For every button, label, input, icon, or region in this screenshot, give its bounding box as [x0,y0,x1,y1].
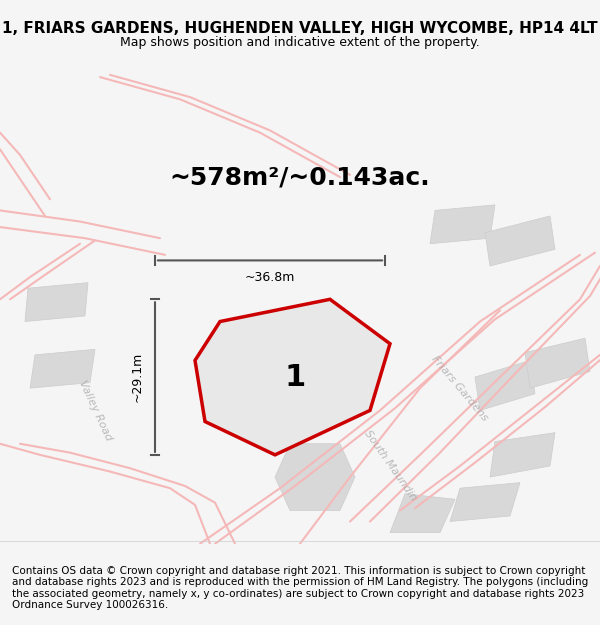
Polygon shape [485,216,555,266]
Text: 1: 1 [284,362,305,392]
Polygon shape [450,482,520,521]
Polygon shape [490,432,555,477]
Polygon shape [525,338,590,388]
Polygon shape [195,299,390,455]
Text: ~29.1m: ~29.1m [131,352,143,402]
Text: Friars Gardens: Friars Gardens [430,354,490,422]
Text: ~578m²/~0.143ac.: ~578m²/~0.143ac. [170,165,430,189]
Polygon shape [390,494,455,532]
Text: 1, FRIARS GARDENS, HUGHENDEN VALLEY, HIGH WYCOMBE, HP14 4LT: 1, FRIARS GARDENS, HUGHENDEN VALLEY, HIG… [2,21,598,36]
Polygon shape [30,349,95,388]
Text: Map shows position and indicative extent of the property.: Map shows position and indicative extent… [120,36,480,49]
Text: South Maundin: South Maundin [362,429,418,503]
Polygon shape [430,205,495,244]
Text: ~36.8m: ~36.8m [245,271,295,284]
Text: Valley Road: Valley Road [77,379,113,442]
Polygon shape [275,444,355,511]
Polygon shape [25,282,88,321]
Polygon shape [475,361,535,411]
Text: Contains OS data © Crown copyright and database right 2021. This information is : Contains OS data © Crown copyright and d… [12,566,588,611]
